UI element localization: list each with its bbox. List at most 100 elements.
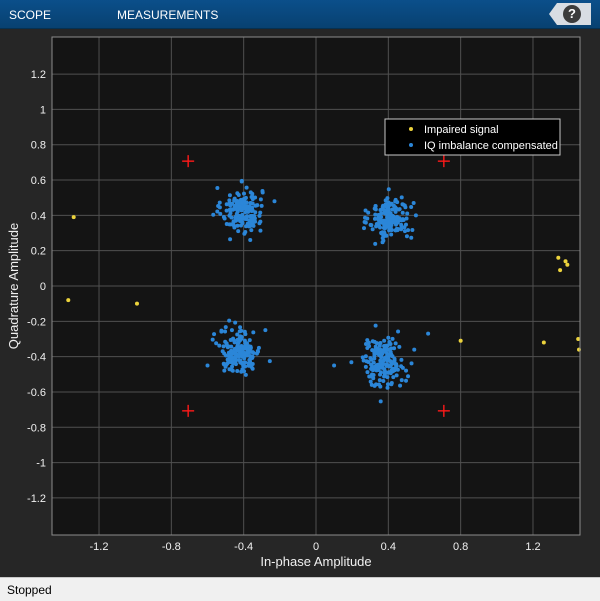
compensated-point [399, 357, 404, 362]
compensated-point [400, 217, 405, 222]
compensated-point [385, 385, 390, 390]
compensated-point [242, 231, 247, 236]
compensated-point [385, 375, 390, 380]
compensated-point [205, 363, 210, 368]
compensated-point [242, 199, 247, 204]
compensated-point [244, 185, 249, 190]
help-icon[interactable]: ? [563, 5, 581, 23]
compensated-point [373, 212, 378, 217]
compensated-point [250, 205, 255, 210]
compensated-point [223, 325, 228, 330]
legend-item-impaired[interactable]: Impaired signal [424, 124, 499, 136]
compensated-point [227, 193, 232, 198]
help-button[interactable]: ? [549, 3, 591, 25]
compensated-point [244, 217, 249, 222]
tab-measurements[interactable]: MEASUREMENTS [117, 8, 219, 22]
compensated-point [235, 213, 240, 218]
compensated-point [223, 353, 228, 358]
compensated-point [242, 338, 247, 343]
compensated-point [413, 213, 418, 218]
compensated-point [371, 373, 376, 378]
compensated-point [258, 210, 263, 215]
compensated-point [365, 345, 370, 350]
compensated-point [255, 349, 260, 354]
compensated-point [406, 374, 411, 379]
impaired-point [556, 255, 561, 260]
compensated-point [240, 367, 245, 372]
compensated-point [426, 331, 431, 336]
compensated-point [374, 341, 379, 346]
compensated-point [382, 233, 387, 238]
legend-item-compensated[interactable]: IQ imbalance compensated [424, 140, 558, 152]
compensated-point [382, 222, 387, 227]
legend-marker-compensated [409, 143, 413, 147]
compensated-point [247, 224, 252, 229]
compensated-point [383, 198, 388, 203]
compensated-point [243, 206, 248, 211]
compensated-point [385, 382, 390, 387]
compensated-point [381, 210, 386, 215]
compensated-point [409, 235, 414, 240]
compensated-point [374, 364, 379, 369]
compensated-point [238, 351, 243, 356]
compensated-point [224, 343, 229, 348]
compensated-point [389, 352, 394, 357]
compensated-point [211, 212, 216, 217]
x-tick-label: 0 [313, 541, 319, 553]
compensated-point [394, 226, 399, 231]
compensated-point [249, 364, 254, 369]
compensated-point [241, 361, 246, 366]
compensated-point [393, 219, 398, 224]
compensated-point [393, 199, 398, 204]
compensated-point [235, 348, 240, 353]
compensated-point [385, 343, 390, 348]
plot-area: -1.2 -0.8 -0.4 0 0.4 0.8 1.2 1.2 1 0.8 0.6 0.4 0.2 0… [0, 29, 600, 577]
compensated-point [393, 341, 398, 346]
compensated-point [217, 205, 222, 210]
y-tick-label: 0 [40, 281, 46, 293]
compensated-point [377, 378, 382, 383]
compensated-point [395, 367, 400, 372]
impaired-point [134, 301, 139, 306]
y-tick-labels: 1.2 1 0.8 0.6 0.4 0.2 0 -0.2 -0.4 -0.6 -0.8 -1 -1.2 [27, 69, 46, 505]
compensated-point [238, 325, 243, 330]
compensated-point [389, 382, 394, 387]
compensated-point [398, 383, 403, 388]
compensated-point [242, 356, 247, 361]
compensated-point [362, 219, 367, 224]
compensated-point [370, 227, 375, 232]
grid-lines [52, 37, 580, 535]
compensated-point [239, 178, 244, 183]
axes-border [51, 36, 581, 536]
compensated-point [250, 218, 255, 223]
legend[interactable]: Impaired signal IQ imbalance compensated [384, 118, 561, 156]
compensated-point [385, 213, 390, 218]
compensated-point [389, 368, 394, 373]
compensated-point [235, 332, 240, 337]
impaired-point [66, 298, 71, 303]
compensated-point [247, 338, 252, 343]
constellation-chart[interactable]: -1.2 -0.8 -0.4 0 0.4 0.8 1.2 1.2 1 0.8 0.6 0.4 0.2 0… [0, 29, 600, 577]
compensated-point [381, 379, 386, 384]
compensated-point [217, 343, 222, 348]
compensated-point [374, 382, 379, 387]
compensated-point [365, 370, 370, 375]
impaired-point [565, 262, 570, 267]
compensated-point [258, 197, 263, 202]
compensated-point [372, 216, 377, 221]
compensated-point [251, 330, 256, 335]
compensated-point [382, 338, 387, 343]
compensated-point [257, 221, 262, 226]
compensated-point [222, 362, 227, 367]
compensated-point [368, 379, 373, 384]
compensated-point [386, 335, 391, 340]
compensated-point [214, 341, 219, 346]
tab-scope[interactable]: SCOPE [9, 8, 52, 22]
compensated-point [242, 352, 247, 357]
compensated-series [205, 178, 431, 404]
compensated-point [248, 201, 253, 206]
compensated-point [387, 340, 392, 345]
compensated-point [243, 346, 248, 351]
compensated-point [386, 357, 391, 362]
compensated-point [400, 202, 405, 207]
